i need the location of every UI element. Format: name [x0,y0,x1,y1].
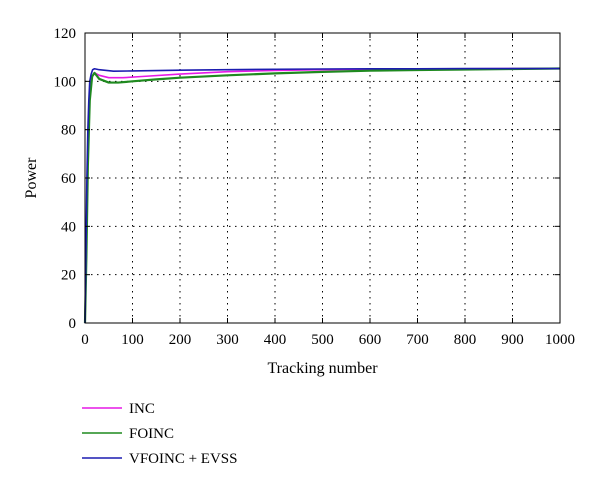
axis-ticks [84,32,561,324]
legend-label: VFOINC + EVSS [129,451,237,467]
x-axis-label: Tracking number [267,360,378,377]
x-tick-label: 1000 [545,332,575,348]
x-tick-label: 400 [264,332,287,348]
y-tick-label: 60 [61,171,76,187]
legend-label: INC [129,401,155,417]
y-tick-label: 20 [61,268,76,284]
x-tick-label: 900 [501,332,524,348]
x-tick-label: 600 [359,332,382,348]
y-axis-label: Power [23,157,40,199]
series-line-foinc [83,67,561,324]
y-tick-label: 80 [61,123,76,139]
y-axis-tick-labels: 0 20 40 60 80 100 120 [54,26,77,332]
x-tick-label: 300 [216,332,239,348]
grid-lines [85,33,560,323]
x-tick-label: 500 [311,332,334,348]
series-lines [83,67,561,324]
legend-label: FOINC [129,426,174,442]
x-tick-label: 700 [406,332,429,348]
series-line-vfoinc-evss [84,67,560,324]
y-tick-label: 120 [54,26,77,42]
legend: INC FOINC VFOINC + EVSS [82,401,237,467]
y-tick-label: 40 [61,219,76,235]
y-tick-label: 100 [54,74,77,90]
x-tick-label: 0 [81,332,89,348]
x-tick-label: 800 [454,332,477,348]
x-tick-label: 100 [121,332,144,348]
x-axis-tick-labels: 0 100 200 300 400 500 600 700 800 900 1000 [81,332,575,348]
x-tick-label: 200 [169,332,192,348]
y-tick-label: 0 [69,316,77,332]
